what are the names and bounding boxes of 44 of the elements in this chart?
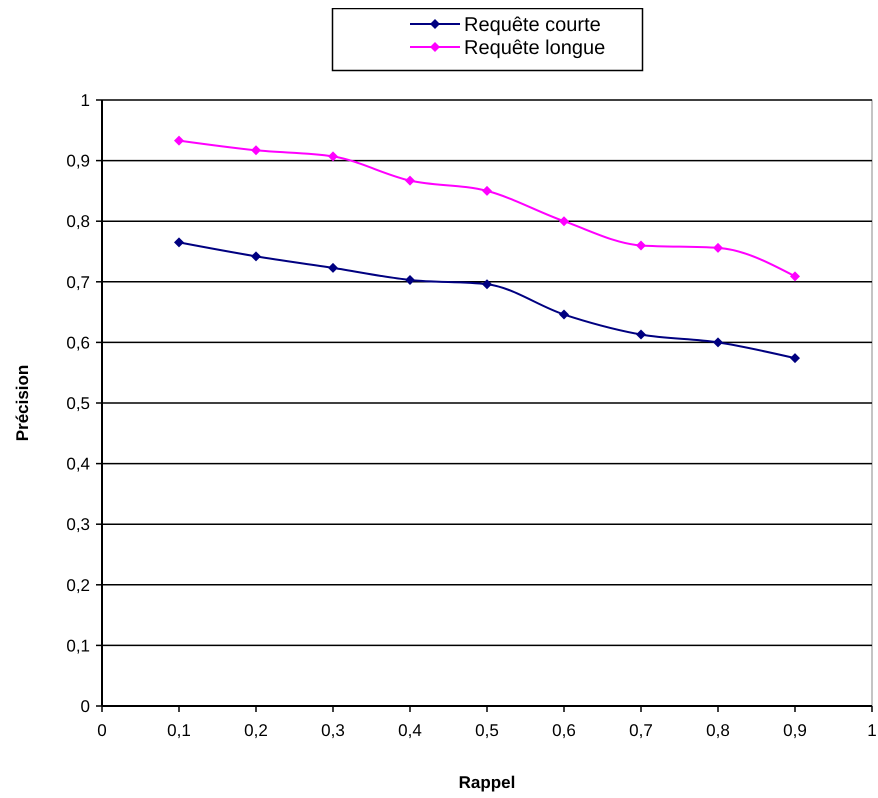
x-tick-label: 0,4 xyxy=(398,721,422,740)
y-axis-title: Précision xyxy=(12,364,32,442)
point xyxy=(790,271,800,282)
y-tick-label: 0,1 xyxy=(66,636,90,656)
point xyxy=(713,337,723,348)
x-tick-label: 0,3 xyxy=(321,721,345,740)
y-tick-label: 0,5 xyxy=(66,394,90,413)
point xyxy=(405,176,415,186)
y-tick-label: 0,2 xyxy=(66,576,90,595)
point xyxy=(482,186,492,196)
legend-label: Requête longue xyxy=(464,37,606,59)
y-tick-label: 0,6 xyxy=(66,333,90,352)
y-tick-label: 1 xyxy=(80,90,90,110)
x-tick-label: 0,9 xyxy=(783,721,807,740)
x-tick-label: 0,7 xyxy=(629,721,653,740)
point xyxy=(790,353,800,364)
x-tick-label: 0,5 xyxy=(475,721,499,740)
point xyxy=(559,310,569,320)
point xyxy=(636,240,646,250)
y-tick-label: 0,9 xyxy=(66,152,90,171)
point xyxy=(251,145,261,156)
x-axis-title: Rappel xyxy=(458,773,516,792)
point xyxy=(251,251,261,262)
y-tick-label: 0,8 xyxy=(66,212,90,232)
point xyxy=(482,279,492,290)
y-tick-label: 0,7 xyxy=(66,272,90,292)
x-tick-label: 0,2 xyxy=(244,721,268,740)
point xyxy=(174,136,184,146)
x-tick-label: 0,1 xyxy=(167,721,191,740)
point xyxy=(328,151,338,162)
point xyxy=(713,242,723,253)
x-tick-label: 0 xyxy=(97,721,107,740)
x-tick-label: 0,8 xyxy=(706,721,730,740)
y-tick-label: 0,3 xyxy=(66,515,90,534)
y-tick-label: 0,4 xyxy=(66,454,90,474)
point xyxy=(405,274,415,285)
point xyxy=(636,330,646,340)
x-tick-label: 0,6 xyxy=(552,721,576,740)
point xyxy=(328,262,338,273)
point xyxy=(174,237,184,248)
y-tick-label: 0 xyxy=(80,696,90,716)
x-tick-label: 1 xyxy=(867,721,877,740)
legend-label: Requête courte xyxy=(464,14,601,36)
point xyxy=(559,216,569,226)
